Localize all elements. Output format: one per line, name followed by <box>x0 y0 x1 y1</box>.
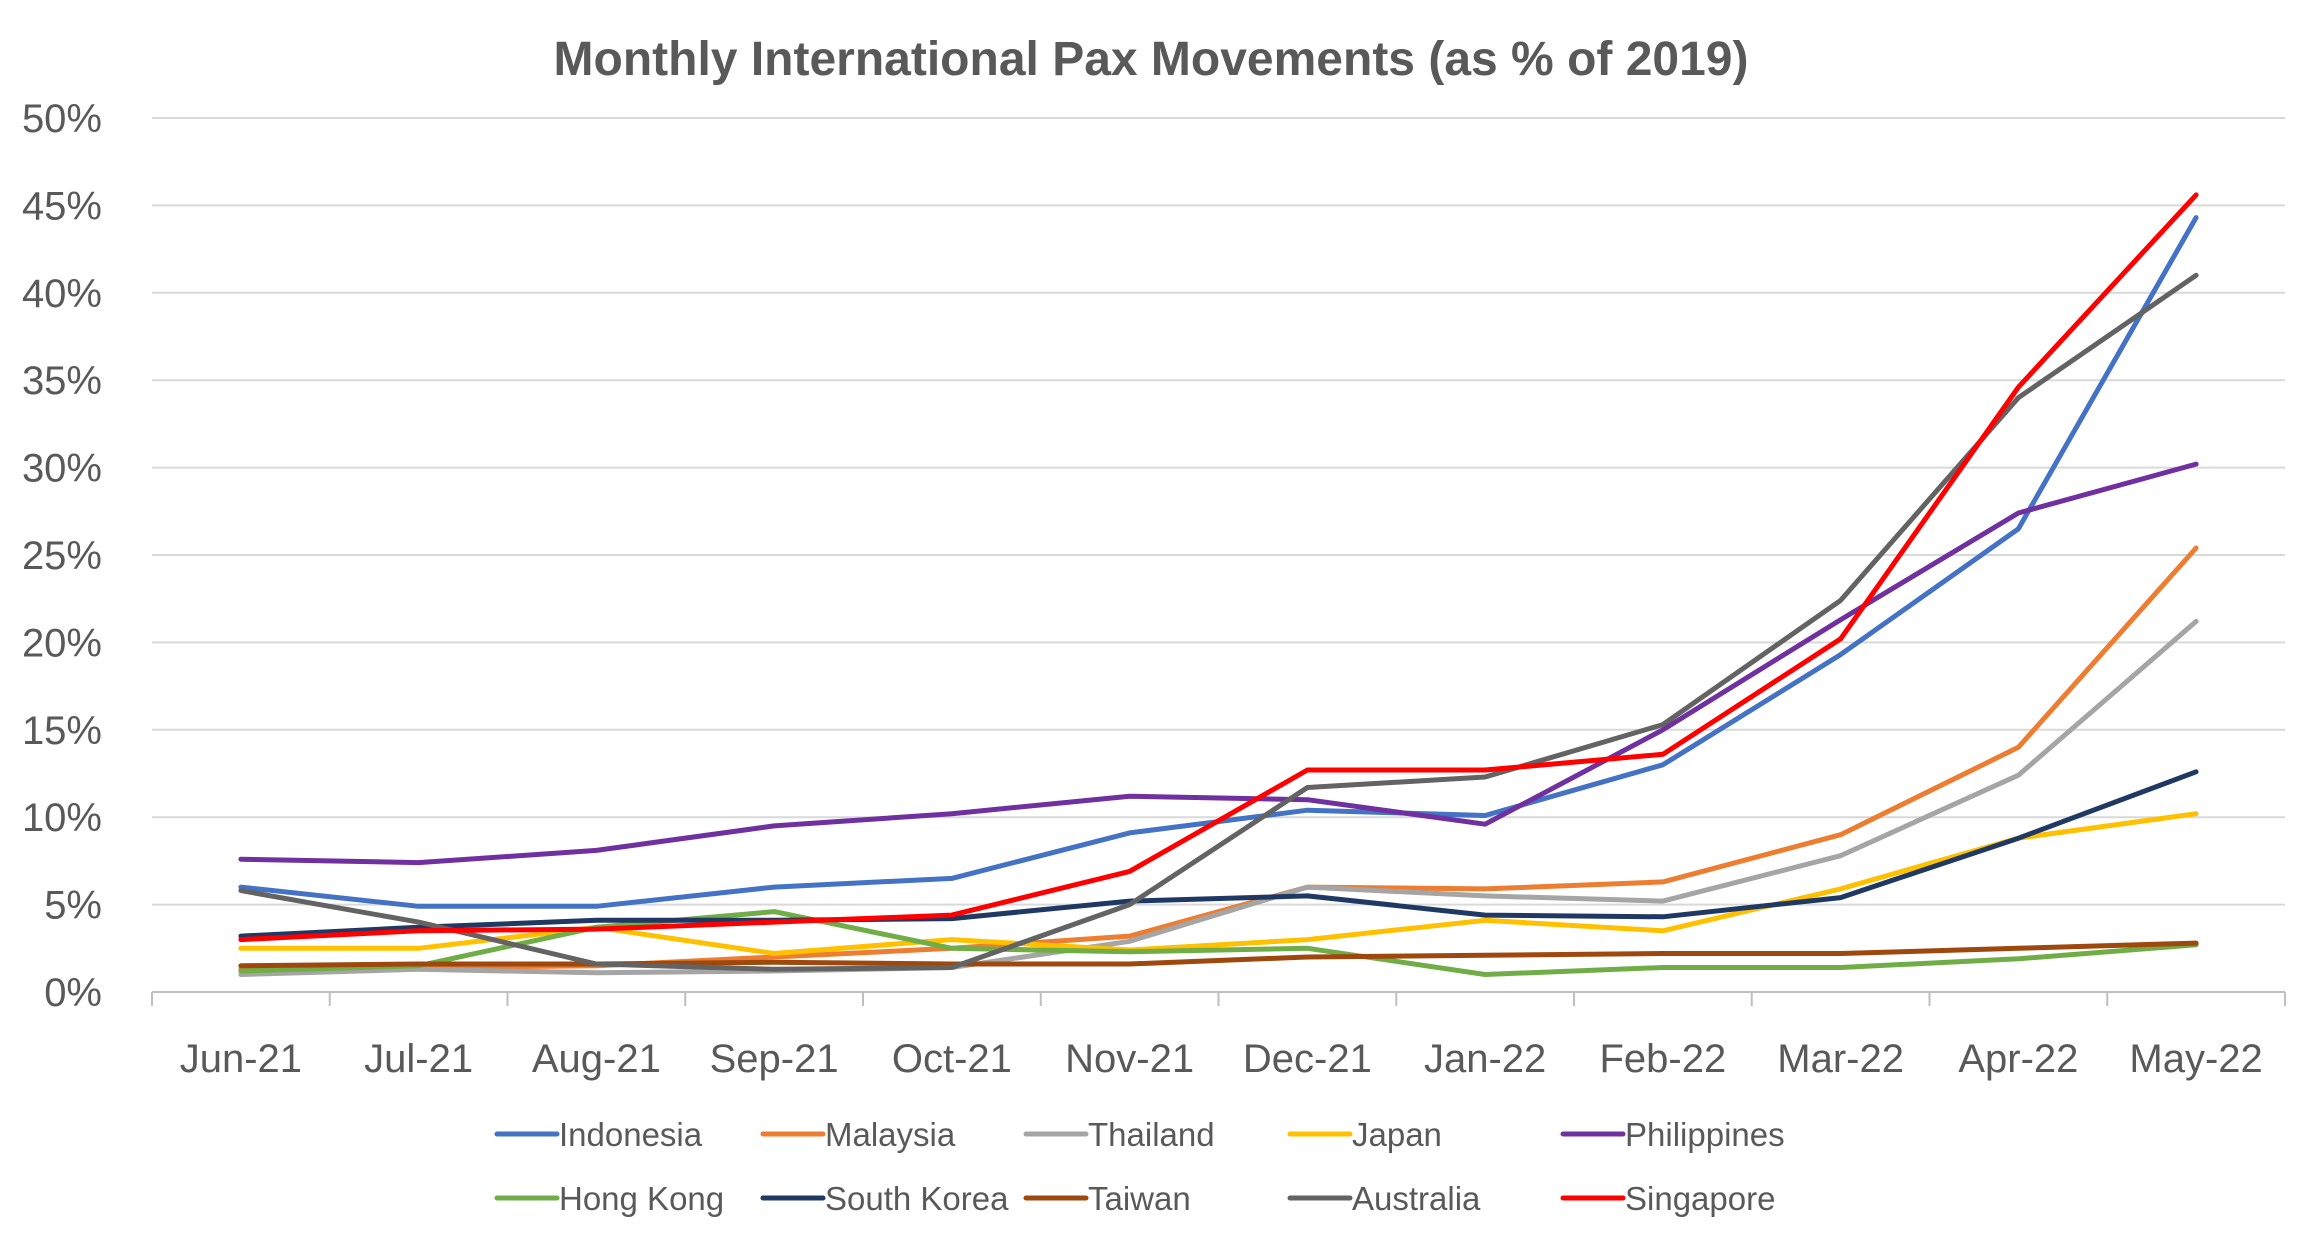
legend-label-hong-kong: Hong Kong <box>559 1180 724 1217</box>
y-tick-label: 50% <box>22 97 102 141</box>
legend-label-australia: Australia <box>1352 1180 1481 1217</box>
x-tick-label: Mar-22 <box>1777 1037 1904 1081</box>
series-line-taiwan <box>238 940 2199 969</box>
series-lines <box>238 192 2199 977</box>
y-tick-label: 40% <box>22 272 102 316</box>
x-tick-label: Aug-21 <box>532 1037 661 1081</box>
legend-label-taiwan: Taiwan <box>1088 1180 1191 1217</box>
series-line-philippines <box>238 461 2199 866</box>
legend-label-japan: Japan <box>1352 1116 1442 1153</box>
y-tick-label: 30% <box>22 447 102 491</box>
y-tick-label: 0% <box>44 971 102 1015</box>
y-tick-label: 35% <box>22 359 102 403</box>
x-tick-label: Dec-21 <box>1243 1037 1372 1081</box>
y-tick-label: 20% <box>22 621 102 665</box>
x-tick-label: Jun-21 <box>180 1037 302 1081</box>
legend-label-indonesia: Indonesia <box>559 1116 703 1153</box>
x-tick-label: May-22 <box>2129 1037 2262 1081</box>
legend-label-philippines: Philippines <box>1625 1116 1785 1153</box>
y-tick-label: 15% <box>22 709 102 753</box>
x-tick-label: Feb-22 <box>1600 1037 1727 1081</box>
x-tick-label: Nov-21 <box>1065 1037 1194 1081</box>
legend-label-singapore: Singapore <box>1625 1180 1775 1217</box>
legend-label-thailand: Thailand <box>1088 1116 1215 1153</box>
y-tick-label: 5% <box>44 884 102 928</box>
x-tick-label: Oct-21 <box>892 1037 1012 1081</box>
x-tick-label: Jul-21 <box>364 1037 473 1081</box>
y-axis-tick-labels: 0% 5% 10% 15% 20% 25% 30% 35% 40% 45% 50% <box>22 97 102 1015</box>
series-line-south-korea <box>238 769 2199 939</box>
y-tick-label: 25% <box>22 534 102 578</box>
chart-title: Monthly International Pax Movements (as … <box>554 33 1749 86</box>
x-axis <box>151 991 2286 1006</box>
legend-label-malaysia: Malaysia <box>825 1116 956 1153</box>
gridlines <box>152 117 2285 906</box>
series-line-australia <box>238 272 2199 972</box>
series-line-hong-kong <box>238 909 2199 977</box>
series-line-singapore <box>238 192 2199 943</box>
x-tick-label: Apr-22 <box>1958 1037 2078 1081</box>
legend-label-south-korea: South Korea <box>825 1180 1009 1217</box>
x-tick-label: Sep-21 <box>710 1037 839 1081</box>
legend: Indonesia Malaysia Thailand Japan Philippine… <box>494 1116 1785 1217</box>
series-line-japan <box>238 811 2199 956</box>
x-tick-label: Jan-22 <box>1424 1037 1546 1081</box>
x-axis-tick-labels: Jun-21 Jul-21 Aug-21 Sep-21 Oct-21 Nov-21 Dec-… <box>180 1037 2263 1081</box>
series-line-thailand <box>238 618 2199 977</box>
y-tick-label: 45% <box>22 184 102 228</box>
y-tick-label: 10% <box>22 796 102 840</box>
